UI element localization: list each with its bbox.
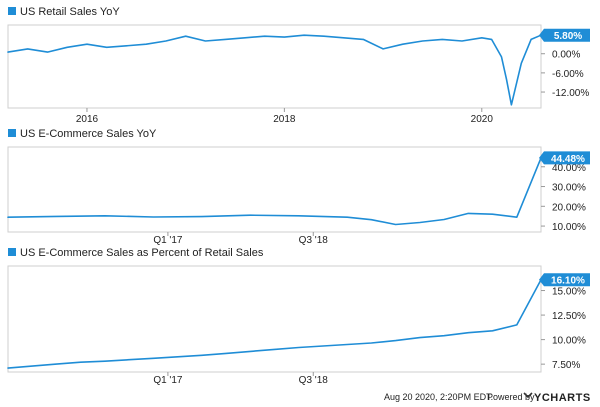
y-tick-label: 20.00% [552, 202, 586, 213]
title-marker [8, 248, 16, 256]
x-tick-label: Q1 '17 [153, 375, 183, 386]
last-value-badge [539, 28, 590, 42]
last-value-badge [539, 273, 590, 287]
title-marker [8, 7, 16, 15]
chart-title: US E-Commerce Sales as Percent of Retail… [20, 247, 264, 259]
footer-brand: YCHARTS [534, 392, 591, 404]
x-tick-label: 2018 [273, 114, 296, 125]
chart-panel-1: US Retail Sales YoY6.00%0.00%-6.00%-12.0… [7, 6, 590, 125]
series-line [7, 157, 542, 226]
x-tick-label: 2016 [76, 114, 99, 125]
y-tick-label: 12.50% [552, 311, 586, 322]
footer: Aug 20 2020, 2:20PM EDT.Powered by YCHART… [384, 392, 591, 404]
series-line [7, 34, 542, 106]
plot-frame [7, 24, 542, 109]
y-tick-label: 30.00% [552, 183, 586, 194]
y-tick-label: -12.00% [552, 88, 589, 99]
x-tick-label: Q1 '17 [153, 235, 183, 246]
chart-title: US E-Commerce Sales YoY [20, 128, 157, 140]
title-marker [8, 129, 16, 137]
x-tick-label: 2020 [471, 114, 494, 125]
y-tick-label: 7.50% [552, 360, 580, 371]
y-tick-label: 0.00% [552, 50, 580, 61]
last-value-label: 16.10% [551, 276, 585, 287]
plot-frame [7, 146, 542, 233]
chart-title: US Retail Sales YoY [20, 6, 120, 18]
last-value-badge [539, 151, 590, 165]
x-tick-label: Q3 '18 [299, 375, 329, 386]
x-tick-label: Q3 '18 [299, 235, 329, 246]
last-value-label: 5.80% [554, 31, 582, 42]
last-value-label: 44.48% [551, 154, 585, 165]
footer-timestamp: Aug 20 2020, 2:20PM EDT. [384, 392, 493, 402]
chart-panel-2: US E-Commerce Sales YoY 40.00% 30.00% 20.00… [7, 128, 590, 246]
y-tick-label: 15.00% [552, 287, 586, 298]
series-line [7, 278, 542, 369]
footer-powered-by: Powered by [487, 392, 535, 402]
y-tick-label: -6.00% [552, 69, 584, 80]
ycharts-logo-icon [523, 392, 533, 399]
chart-panel-3: US E-Commerce Sales as Percent of Retail… [7, 247, 590, 386]
plot-frame [7, 265, 542, 373]
y-tick-label: 10.00% [552, 336, 586, 347]
y-tick-label: 10.00% [552, 222, 586, 233]
y-tick-label: 40.00% [552, 163, 586, 174]
